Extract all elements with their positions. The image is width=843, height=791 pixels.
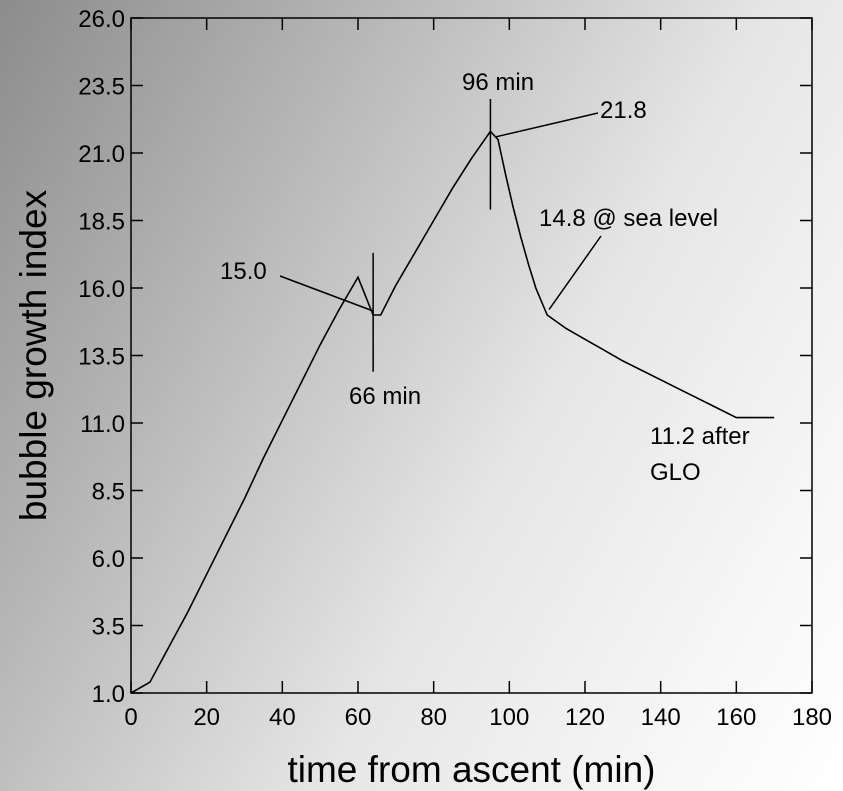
x-tick-label: 140 <box>641 704 681 731</box>
annotation-glo: GLO <box>650 459 701 486</box>
y-tick-label: 16.0 <box>78 276 125 303</box>
y-tick-label: 13.5 <box>78 344 125 371</box>
leader-15 <box>279 275 374 312</box>
leader-21-8 <box>495 112 599 138</box>
x-tick-label: 120 <box>565 704 605 731</box>
y-tick-label: 3.5 <box>92 614 125 641</box>
y-tick-label: 23.5 <box>78 74 125 101</box>
y-tick-label: 8.5 <box>92 479 125 506</box>
x-tick-label: 100 <box>489 704 529 731</box>
annotation-96min: 96 min <box>462 69 534 96</box>
x-tick-label: 160 <box>716 704 756 731</box>
x-tick-label: 180 <box>792 704 832 731</box>
annotation-66min: 66 min <box>349 383 421 410</box>
x-axis-ticks: 0 20 40 60 80 100 120 140 160 180 <box>124 18 832 731</box>
annotation-15: 15.0 <box>220 258 267 285</box>
x-tick-label: 80 <box>420 704 447 731</box>
x-tick-label: 20 <box>193 704 220 731</box>
annotation-21-8: 21.8 <box>600 97 647 124</box>
y-tick-label: 11.0 <box>80 411 125 438</box>
series-line <box>130 130 775 694</box>
plot-frame <box>130 17 813 694</box>
annotation-11-2-after: 11.2 after <box>650 423 750 450</box>
x-tick-label: 0 <box>124 704 137 731</box>
annotations: 15.0 66 min 96 min 21.8 14.8 @ sea level 11.2… <box>220 69 750 486</box>
y-tick-label: 21.0 <box>78 141 125 168</box>
x-tick-label: 60 <box>345 704 372 731</box>
y-tick-label: 6.0 <box>92 546 125 573</box>
y-tick-label: 26.0 <box>78 6 125 33</box>
y-axis-ticks: 1.0 3.5 6.0 8.5 11.0 13.5 16.0 18.5 21.0 23.5 26.0 <box>78 6 812 708</box>
annotation-sea-level: 14.8 @ sea level <box>539 205 718 232</box>
x-axis-title: time from ascent (min) <box>287 749 655 790</box>
x-tick-label: 40 <box>269 704 296 731</box>
y-axis-title: bubble growth index <box>13 189 54 521</box>
y-tick-label: 18.5 <box>78 209 125 236</box>
y-tick-label: 1.0 <box>92 681 125 708</box>
leader-sea-level <box>548 235 602 311</box>
